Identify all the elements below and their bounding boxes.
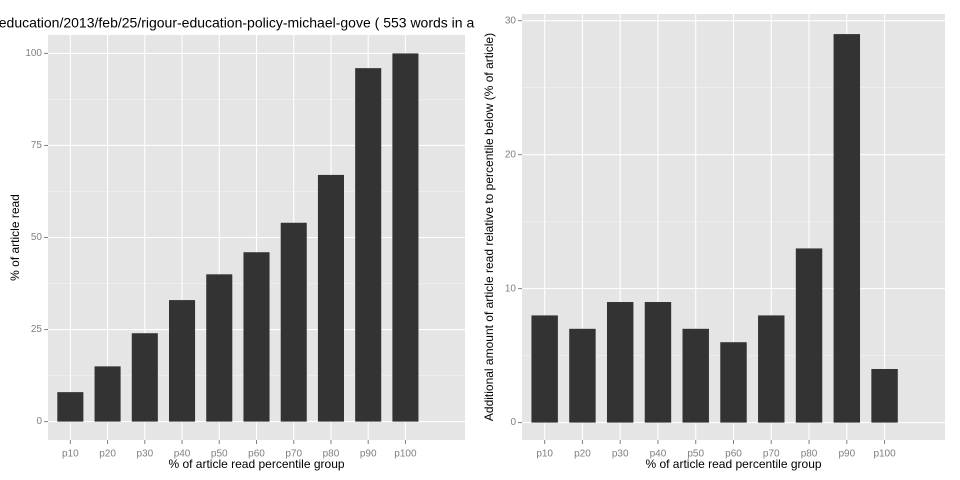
bar [243, 252, 270, 422]
y-tick-label: 0 [510, 417, 516, 428]
bar [531, 315, 558, 423]
x-tick-label: p90 [838, 449, 855, 460]
chart-title: education/2013/feb/25/rigour-education-p… [0, 15, 474, 31]
y-axis-label: % of article read [8, 194, 22, 281]
bar [644, 302, 672, 423]
x-tick-label: p40 [174, 449, 191, 460]
x-tick-label: p100 [394, 449, 417, 460]
x-axis-label: % of article read percentile group [168, 457, 344, 471]
x-tick-label: p10 [62, 449, 79, 460]
x-tick-label: p50 [211, 449, 228, 460]
x-tick-label: p40 [650, 449, 667, 460]
y-tick-label: 50 [31, 232, 43, 243]
bar [317, 174, 344, 422]
bar [682, 328, 709, 423]
bar [833, 34, 861, 423]
x-tick-label: p10 [536, 449, 553, 460]
y-tick-label: 30 [505, 15, 517, 26]
x-tick-label: p20 [99, 449, 116, 460]
x-tick-label: p90 [360, 449, 377, 460]
bar [131, 333, 158, 422]
y-tick-label: 100 [25, 48, 42, 59]
x-tick-label: p70 [763, 449, 780, 460]
x-tick-label: p30 [612, 449, 629, 460]
bar [720, 342, 747, 423]
x-tick-label: p50 [687, 449, 704, 460]
x-tick-label: p100 [873, 449, 896, 460]
y-axis-label: Additional amount of article read relati… [482, 33, 496, 421]
bar [795, 248, 823, 423]
bar [569, 328, 596, 423]
y-tick-label: 10 [505, 283, 517, 294]
y-tick-label: 25 [31, 324, 43, 335]
bar [169, 300, 196, 422]
x-tick-label: p60 [248, 449, 265, 460]
bar [57, 392, 84, 422]
bar [355, 68, 382, 422]
bar [94, 366, 121, 422]
bar [758, 315, 785, 423]
x-tick-label: p60 [725, 449, 742, 460]
x-tick-label: p70 [285, 449, 302, 460]
x-tick-label: p30 [136, 449, 153, 460]
bar [606, 302, 634, 423]
y-tick-label: 0 [36, 416, 42, 427]
bar [871, 369, 898, 423]
y-tick-label: 20 [505, 149, 517, 160]
x-tick-label: p80 [323, 449, 340, 460]
x-tick-label: p80 [801, 449, 818, 460]
bar [280, 222, 307, 422]
x-tick-label: p20 [574, 449, 591, 460]
bar [206, 274, 233, 422]
bar [392, 53, 419, 422]
x-axis-label: % of article read percentile group [645, 457, 821, 471]
y-tick-label: 75 [31, 140, 43, 151]
